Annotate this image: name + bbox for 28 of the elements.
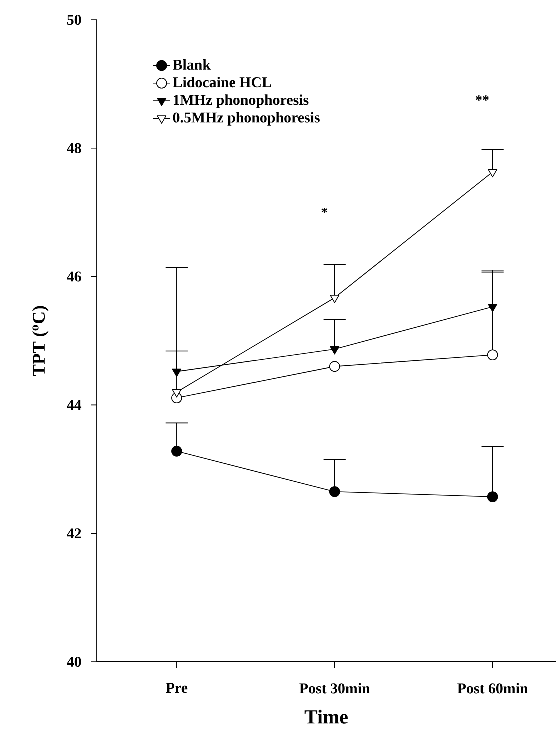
y-tick-label: 46 [67, 272, 82, 282]
legend-label: 1MHz phonophoresis [174, 94, 309, 108]
x-axis-title: Time [304, 710, 348, 724]
y-tick-label: 50 [67, 14, 82, 26]
point [172, 389, 182, 398]
point [488, 304, 498, 312]
point [487, 350, 498, 361]
y-tick-label: 44 [67, 400, 82, 410]
y-tick-label: 40 [67, 656, 82, 668]
annotation: ** [476, 96, 489, 101]
point [172, 368, 182, 378]
annotation: * [322, 208, 328, 214]
y-tick-label: 48 [67, 143, 82, 154]
y-tick-label: 42 [67, 528, 82, 539]
x-tick-label: Pre [166, 683, 188, 694]
point [330, 295, 340, 304]
y-axis-title: TPT ($^{o}$C) [32, 306, 49, 376]
point [172, 446, 182, 457]
point [329, 486, 340, 498]
x-tick-label: Post 60min [458, 683, 528, 694]
point [330, 346, 340, 355]
x-tick-label: Post 30min [300, 683, 370, 694]
point [488, 169, 498, 178]
legend-label: Lidocaine HCL [173, 77, 272, 88]
point [487, 492, 498, 502]
legend-label: Blank [173, 59, 211, 70]
legend-label: 0.5MHz phonophoresis [173, 112, 320, 126]
point [329, 361, 340, 372]
